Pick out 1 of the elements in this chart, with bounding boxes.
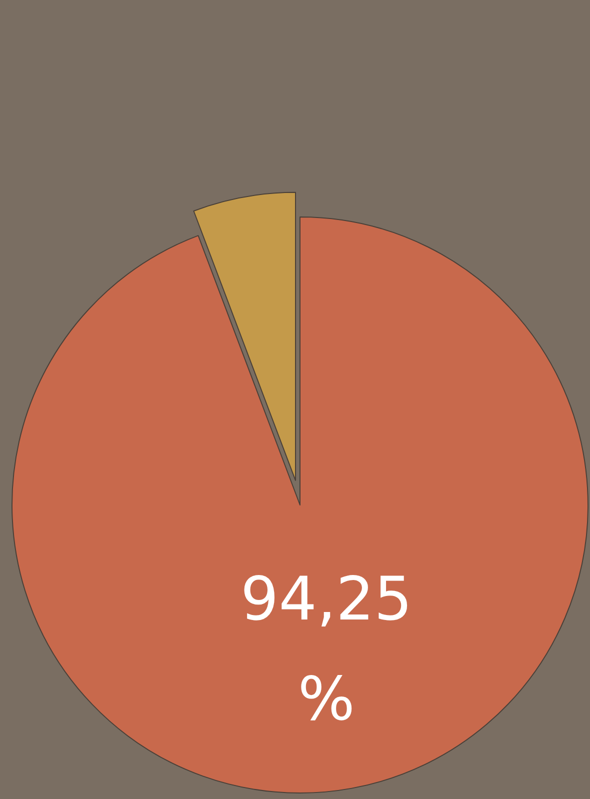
data-label: 94,25 %: [240, 564, 412, 735]
